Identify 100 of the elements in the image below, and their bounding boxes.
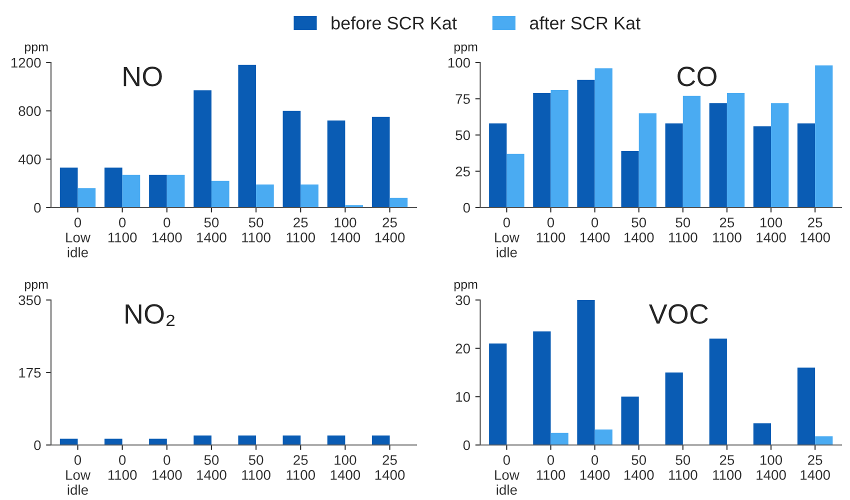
bar — [815, 436, 833, 445]
y-tick-label: 350 — [18, 295, 41, 306]
x-tick-label: 25 1100 — [713, 455, 742, 480]
bar — [122, 174, 140, 208]
y-axis-title: ppm — [454, 44, 478, 54]
bar — [372, 116, 390, 208]
bar — [550, 90, 568, 208]
bar — [815, 65, 833, 208]
bar — [166, 174, 185, 208]
x-tick-label: 0 1400 — [152, 218, 182, 242]
y-tick-label: 0 — [34, 440, 41, 450]
x-tick-label: 25 1400 — [375, 218, 405, 242]
bar — [104, 168, 122, 208]
bar — [211, 180, 230, 208]
bar — [300, 184, 318, 208]
bar — [78, 188, 96, 208]
y-tick-label: 100 — [448, 58, 470, 68]
bar — [594, 430, 612, 445]
bar — [390, 198, 408, 208]
chart-title: VOC — [648, 304, 708, 324]
bar — [682, 96, 701, 208]
bar — [621, 150, 639, 208]
x-tick-label: 0 Low idle — [66, 455, 91, 495]
bar — [550, 432, 568, 445]
x-tick-label: 0 1400 — [152, 455, 182, 480]
x-tick-label: 50 1400 — [197, 218, 226, 242]
y-tick-label: 30 — [456, 295, 470, 306]
x-tick-label: 25 1100 — [286, 218, 316, 242]
bar — [665, 123, 683, 208]
bar — [489, 344, 507, 445]
chart-title: CO — [678, 66, 717, 86]
y-tick-label: 0 — [463, 440, 470, 450]
bar — [709, 338, 727, 445]
x-tick-label: 50 1100 — [242, 218, 270, 242]
y-tick-label: 1200 — [11, 58, 41, 68]
chart-title: NO — [124, 66, 162, 86]
bar — [506, 154, 524, 208]
x-tick-label: 100 1400 — [756, 455, 786, 480]
bar — [577, 80, 595, 208]
x-tick-label: 50 1100 — [669, 455, 698, 480]
bar — [753, 423, 772, 445]
chart-title: NO₂ — [126, 304, 175, 326]
bar — [489, 123, 507, 208]
bar — [665, 372, 683, 445]
bar — [194, 90, 212, 208]
bar — [771, 103, 789, 208]
bar — [797, 123, 816, 208]
x-tick-label: 50 1400 — [624, 218, 654, 242]
bar — [327, 120, 346, 208]
x-tick-label: 50 1400 — [197, 455, 226, 480]
x-tick-label: 0 1100 — [108, 455, 137, 480]
x-tick-label: 25 1400 — [800, 218, 830, 242]
bar — [256, 184, 274, 208]
x-tick-label: 0 Low idle — [495, 218, 520, 258]
y-tick-label: 0 — [34, 202, 41, 213]
bar — [753, 126, 772, 208]
y-tick-label: 50 — [456, 130, 470, 140]
x-tick-label: 0 Low idle — [495, 455, 520, 495]
bar — [797, 368, 816, 445]
y-axis-title: ppm — [25, 44, 48, 54]
y-tick-label: 800 — [18, 106, 41, 116]
bar — [726, 92, 745, 208]
bar — [621, 396, 639, 445]
y-tick-label: 25 — [456, 166, 470, 176]
x-tick-label: 50 1400 — [624, 455, 654, 480]
bar — [533, 331, 551, 445]
bar — [149, 174, 167, 208]
bar — [594, 68, 612, 208]
y-tick-label: 10 — [456, 392, 470, 402]
x-tick-label: 0 1100 — [108, 218, 137, 242]
x-tick-label: 0 1100 — [536, 455, 566, 480]
legend-label: after SCR Kat — [530, 16, 640, 30]
y-axis-title: ppm — [25, 282, 48, 292]
bar — [238, 64, 256, 208]
x-tick-label: 50 1100 — [242, 455, 270, 480]
y-tick-label: 0 — [463, 202, 470, 213]
legend-label: before SCR Kat — [332, 16, 457, 30]
x-tick-label: 0 1100 — [536, 218, 566, 242]
y-tick-label: 400 — [18, 154, 41, 164]
x-tick-label: 100 1400 — [330, 455, 360, 480]
bar — [638, 113, 656, 208]
y-tick-label: 175 — [19, 368, 41, 378]
y-tick-label: 75 — [456, 94, 470, 104]
x-tick-label: 25 1100 — [713, 218, 742, 242]
bar — [709, 103, 727, 208]
x-tick-label: 25 1400 — [375, 455, 405, 480]
x-tick-label: 100 1400 — [756, 218, 786, 242]
x-tick-label: 0 1400 — [580, 455, 610, 480]
bar — [282, 110, 301, 208]
x-tick-label: 0 Low idle — [66, 218, 91, 258]
y-axis-title: ppm — [454, 282, 478, 292]
bar — [577, 300, 595, 445]
x-tick-label: 25 1400 — [800, 455, 830, 480]
x-tick-label: 0 1400 — [580, 218, 610, 242]
x-tick-label: 100 1400 — [330, 218, 360, 242]
x-tick-label: 25 1100 — [286, 455, 316, 480]
bar — [60, 168, 78, 208]
bar — [533, 92, 551, 208]
x-tick-label: 50 1100 — [669, 218, 698, 242]
y-tick-label: 20 — [456, 344, 470, 354]
